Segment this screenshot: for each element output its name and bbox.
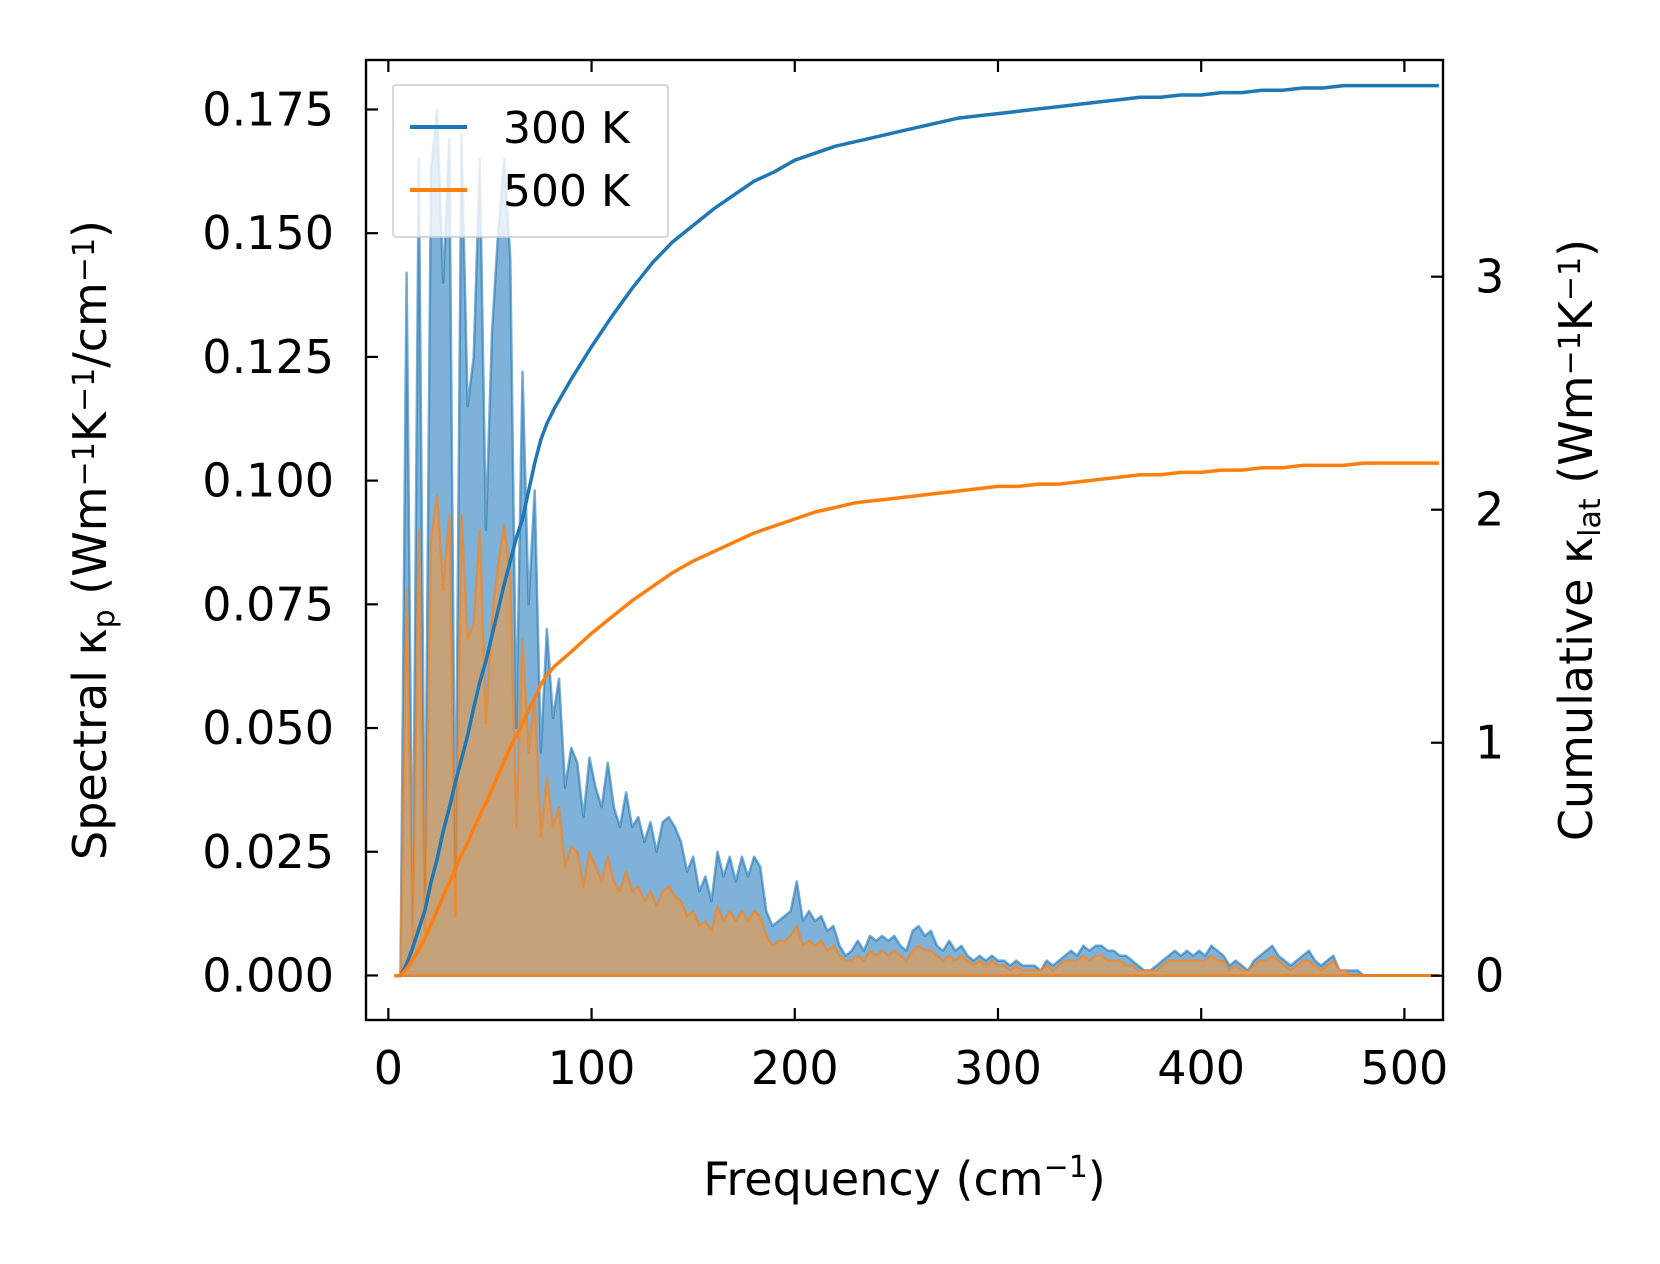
y-left-tick-label: 0.025 (202, 825, 334, 879)
legend-box (392, 84, 669, 238)
axis-label-part: K (63, 410, 117, 442)
y-axis-right-label: Cumulative κlat (Wm−1K−1) (1549, 239, 1608, 841)
x-axis-label-text: Frequency (cm (703, 1152, 1043, 1206)
y-right-tick-label: 1 (1475, 716, 1504, 770)
x-tick-label: 500 (1360, 1041, 1448, 1095)
axis-label-part: −1 (1553, 331, 1588, 375)
axis-label-part: −1 (1553, 257, 1588, 301)
spectral-fills (394, 108, 1439, 977)
y-right-tick-label: 0 (1475, 949, 1504, 1003)
axis-label-part: p (87, 609, 122, 628)
axis-label-part: Spectral κ (63, 628, 117, 860)
y-right-tick-label: 3 (1475, 250, 1504, 304)
legend-label: 300 K (503, 103, 631, 154)
y-left-tick-label: 0.150 (202, 206, 334, 260)
plot-frame (364, 58, 1445, 1022)
y-left-tick-label: 0.175 (202, 82, 334, 136)
axis-label-part: (Wm (1549, 375, 1603, 498)
spectral-fill-1 (394, 495, 1439, 976)
x-tick-label: 200 (751, 1041, 839, 1095)
axis-ticks: 0 100 200 300 400 500 0.000 0.025 0.050 0.075 0.10… (202, 60, 1504, 1095)
cumulative-line-2 (394, 83, 1439, 978)
x-tick-label: 400 (1157, 1041, 1245, 1095)
axis-label-part: −1 (67, 238, 102, 282)
x-tick-label: 100 (548, 1041, 636, 1095)
legend: 300 K 500 K (392, 84, 669, 238)
axis-label-part: ) (1549, 239, 1603, 257)
axis-label-part: (Wm (63, 486, 117, 609)
x-tick-label: 300 (954, 1041, 1042, 1095)
y-left-tick-label: 0.000 (202, 948, 334, 1002)
y-left-tick-label: 0.100 (202, 454, 334, 508)
axis-label-part: −1 (67, 442, 102, 486)
y-left-tick-label: 0.125 (202, 330, 334, 384)
axis-label-part: ) (63, 220, 117, 238)
y-left-tick-label: 0.075 (202, 577, 334, 631)
y-axis-left-label: Spectral κp (Wm−1K−1/cm−1) (63, 220, 122, 860)
axis-label-part: K (1549, 299, 1603, 331)
axis-label-part: Cumulative κ (1549, 537, 1603, 841)
axis-label-part: /cm (63, 282, 117, 368)
axis-label-part: lat (1573, 498, 1608, 537)
x-tick-label: 0 (374, 1041, 403, 1095)
cumulative-line-3 (394, 461, 1439, 978)
axis-label-part: −1 (67, 368, 102, 412)
legend-label: 500 K (503, 166, 631, 217)
spectral-line-0 (394, 108, 1439, 977)
x-axis-label-sup: −1 (1044, 1150, 1088, 1185)
x-axis-label: Frequency (cm−1) (703, 1150, 1106, 1206)
y-right-tick-label: 2 (1475, 483, 1504, 537)
y-left-tick-label: 0.050 (202, 701, 334, 755)
spectral-line-1 (394, 494, 1439, 977)
series-lines (394, 83, 1439, 978)
x-axis-label-end: ) (1088, 1152, 1106, 1206)
